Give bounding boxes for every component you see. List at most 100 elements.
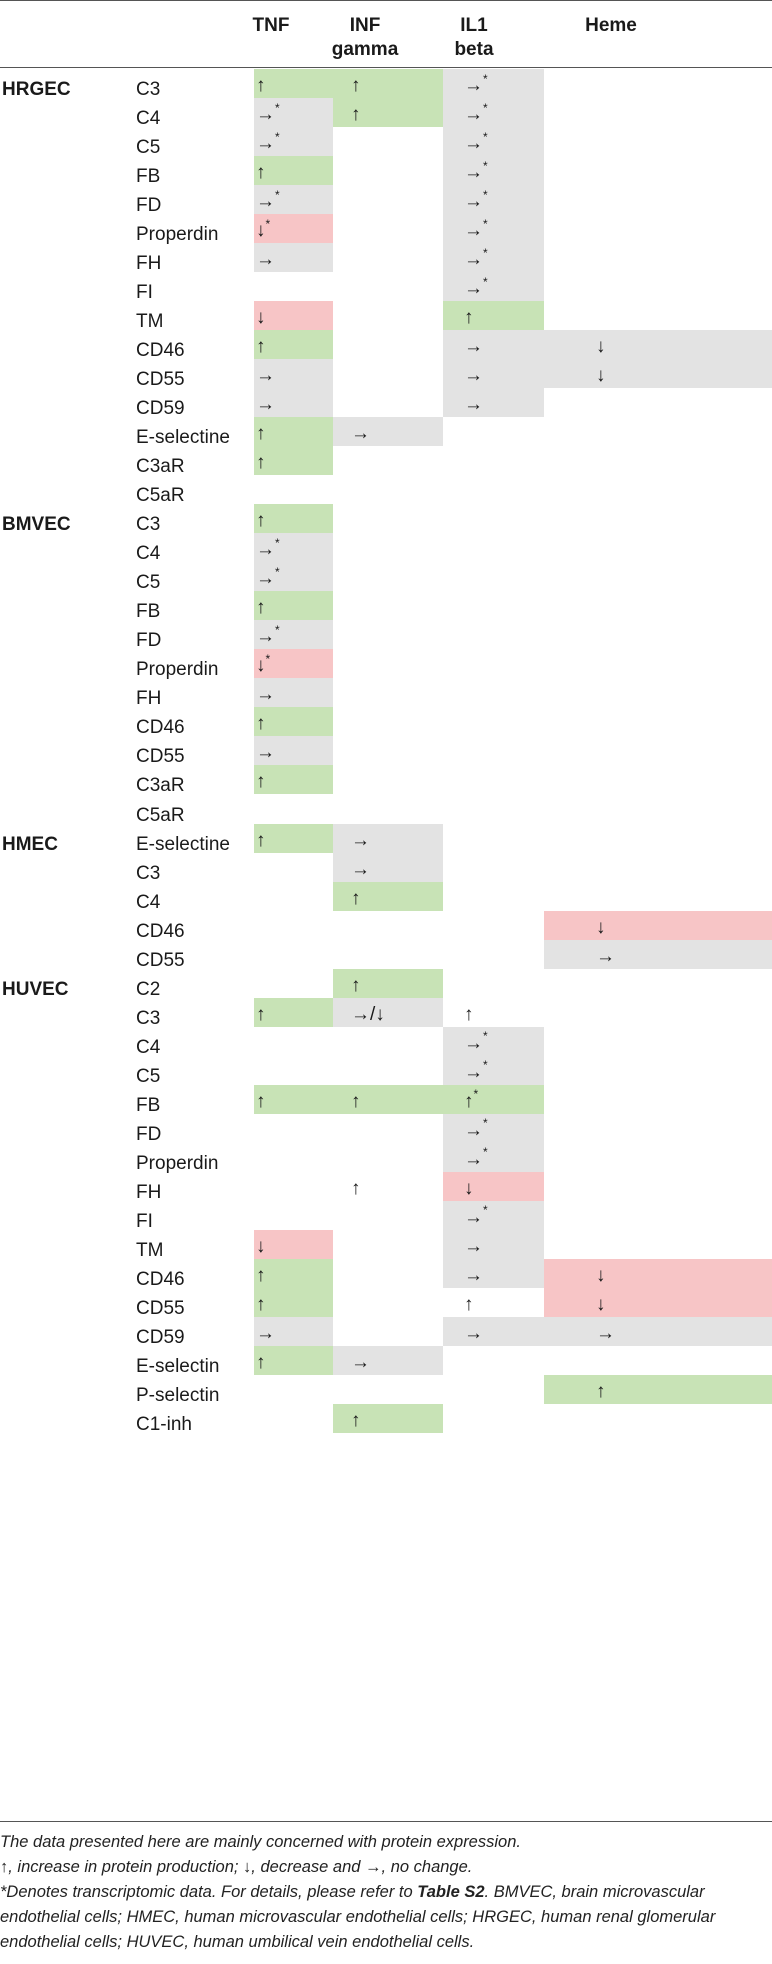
expression-cell: [544, 330, 772, 360]
expression-value: →: [596, 1322, 615, 1344]
expression-cell: [254, 707, 333, 737]
expression-value: ↑: [256, 771, 266, 793]
expression-value: ↑: [256, 75, 266, 96]
expression-cell: [254, 649, 333, 679]
expression-cell: [254, 562, 333, 592]
protein-name: TM: [136, 1239, 164, 1261]
protein-name: C3aR: [136, 775, 185, 797]
expression-value: ↑: [256, 510, 266, 532]
protein-name: E-selectine: [136, 427, 230, 449]
expression-cell: [333, 968, 443, 998]
expression-cell: [254, 156, 333, 186]
expression-value: →: [256, 684, 275, 706]
expression-cell: [443, 330, 544, 360]
expression-value: →*: [464, 158, 488, 184]
expression-cell: [254, 214, 333, 244]
expression-cell: [443, 98, 544, 128]
expression-value: ↓: [256, 1235, 266, 1257]
header-line: gamma: [331, 39, 399, 60]
expression-cell: [333, 881, 443, 911]
expression-cell: [333, 823, 443, 853]
protein-name: C4: [136, 891, 161, 913]
protein-name: FB: [136, 166, 161, 188]
expression-value: →: [351, 829, 370, 851]
expression-value: ↑: [351, 1177, 361, 1199]
expression-cell: [443, 1055, 544, 1085]
protein-name: Properdin: [136, 1152, 219, 1174]
expression-cell: [254, 243, 333, 273]
expression-cell: [254, 823, 333, 853]
expression-value: ↑: [351, 1090, 361, 1112]
expression-value: ↑*: [464, 1087, 479, 1112]
expression-value: ↑: [256, 1090, 266, 1112]
expression-cell: [443, 214, 544, 244]
protein-name: FH: [136, 688, 162, 710]
expression-value: →: [256, 742, 275, 764]
expression-cell: [443, 1026, 544, 1056]
cell-type-label: BMVEC: [2, 514, 71, 536]
expression-value: ↑: [256, 1293, 266, 1315]
footnote-line-3: *Denotes transcriptomic data. For detail…: [0, 1880, 772, 1955]
expression-cell: [254, 417, 333, 447]
expression-value: ↑: [256, 829, 266, 851]
expression-cell: [544, 1287, 772, 1317]
expression-cell: [254, 1316, 333, 1346]
protein-name: FD: [136, 195, 162, 217]
expression-value: →: [464, 1264, 483, 1286]
expression-cell: [254, 98, 333, 128]
protein-name: FD: [136, 1123, 162, 1145]
protein-name: E-selectin: [136, 1355, 220, 1377]
expression-cell: [443, 1229, 544, 1259]
expression-cell: [254, 1084, 544, 1114]
expression-value: →: [464, 1235, 483, 1257]
expression-cell: [254, 446, 333, 476]
expression-cell: [254, 1258, 333, 1288]
header-rule: [0, 67, 772, 68]
expression-value: →*: [256, 565, 280, 590]
expression-cell: [333, 852, 443, 882]
expression-value: →: [256, 365, 275, 387]
expression-value: →: [351, 423, 370, 445]
expression-cell: [254, 765, 333, 795]
expression-value: →: [256, 249, 275, 271]
expression-value: →*: [464, 1029, 488, 1054]
expression-value: ↓: [596, 916, 606, 938]
expression-cell: [333, 98, 443, 128]
expression-value: →*: [464, 216, 488, 242]
expression-cell: [254, 504, 333, 534]
protein-name: Properdin: [136, 224, 219, 246]
expression-value: →: [351, 1351, 370, 1373]
expression-value: ↓: [596, 1264, 606, 1286]
bottom-rule: [0, 1821, 772, 1822]
expression-value: ↑: [351, 75, 361, 96]
expression-cell: [254, 330, 333, 360]
protein-name: CD59: [136, 398, 185, 420]
protein-name: C3: [136, 514, 161, 536]
expression-cell: [333, 417, 443, 447]
protein-name: E-selectine: [136, 833, 230, 855]
protein-name: CD59: [136, 1326, 185, 1348]
expression-value: →: [256, 1322, 275, 1344]
expression-value: ↑: [351, 104, 361, 126]
protein-name: C3: [136, 79, 161, 100]
protein-name: FH: [136, 1181, 162, 1203]
protein-name: C2: [136, 978, 161, 1000]
expression-value: →: [596, 945, 615, 967]
expression-value: →: [464, 1322, 483, 1344]
protein-name: FH: [136, 253, 162, 275]
expression-value: →*: [256, 535, 280, 561]
expression-value: ↑: [464, 307, 474, 329]
expression-cell: [544, 359, 772, 389]
expression-cell: [254, 620, 333, 650]
expression-value: ↓: [596, 1293, 606, 1315]
expression-value: →*: [256, 187, 280, 213]
expression-value: ↑: [256, 423, 266, 445]
expression-value: ↑: [464, 1003, 474, 1025]
expression-value: →*: [464, 1203, 488, 1228]
expression-value: →/↓: [351, 1003, 385, 1025]
expression-cell: [254, 301, 333, 331]
cell-type-label: HRGEC: [2, 79, 71, 100]
footnote-text: *Denotes transcriptomic data. For detail…: [0, 1883, 418, 1901]
protein-name: CD46: [136, 920, 185, 942]
expression-value: ↑: [351, 974, 361, 996]
